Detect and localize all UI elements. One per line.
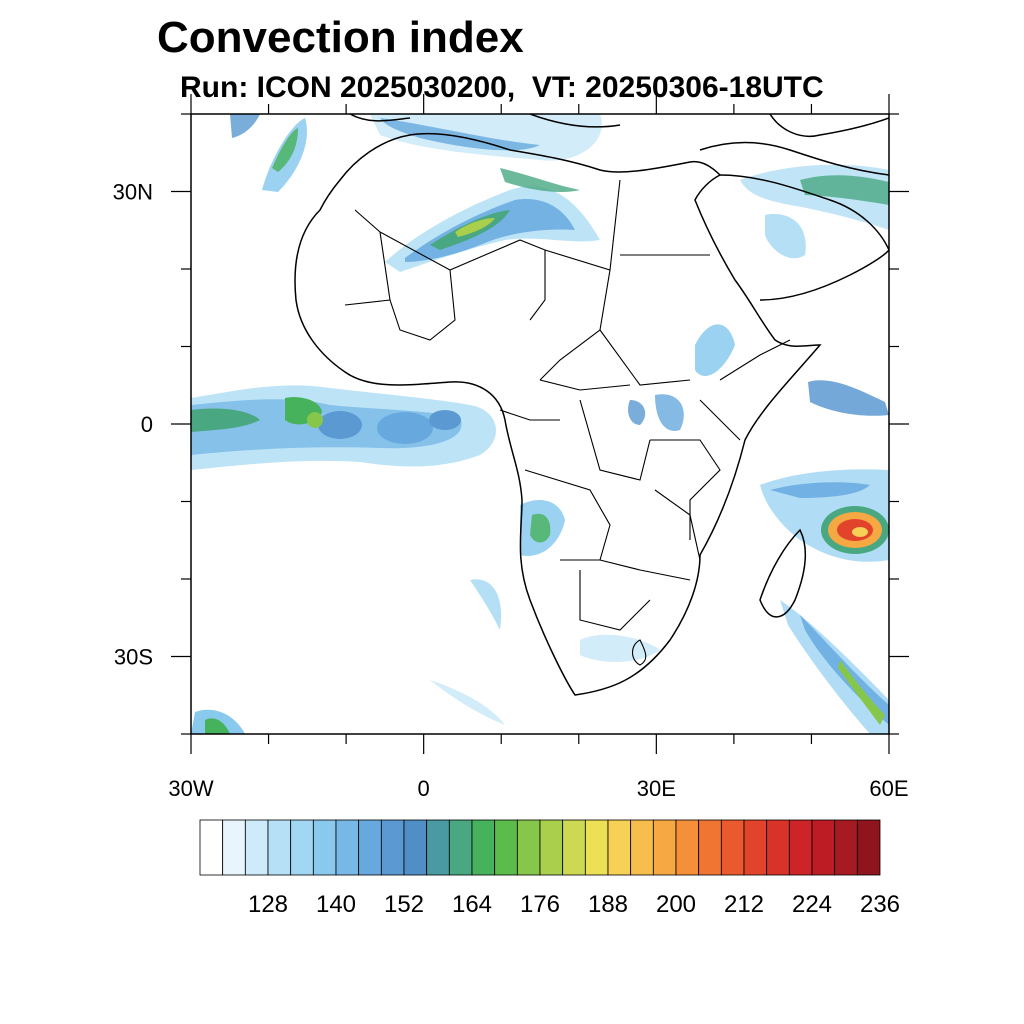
lat-tick-label: 30N — [113, 180, 153, 205]
lat-tick-label: 30S — [114, 645, 153, 670]
colorbar-swatch — [743, 819, 768, 876]
colorbar-swatch — [720, 819, 745, 876]
lon-tick-label: 30E — [637, 776, 676, 801]
colorbar-swatch — [403, 819, 428, 876]
colorbar-label: 152 — [384, 891, 424, 918]
convection-shading — [191, 114, 889, 734]
colorbar: 128 140 152 164 176 188 200 212 224 236 — [199, 819, 900, 918]
page-title: Convection index — [157, 13, 524, 62]
colorbar-swatch — [516, 819, 541, 876]
colorbar-swatch — [267, 819, 292, 876]
colorbar-label: 200 — [656, 891, 696, 918]
colorbar-swatch — [290, 819, 314, 876]
coastlines — [294, 114, 889, 696]
colorbar-swatch — [766, 819, 790, 876]
colorbar-swatch — [380, 819, 405, 876]
colorbar-swatch — [358, 819, 382, 876]
colorbar-label: 212 — [724, 891, 764, 918]
colorbar-swatch — [199, 819, 224, 876]
colorbar-swatch — [335, 819, 360, 876]
colorbar-swatch — [811, 819, 836, 876]
map-area — [191, 114, 889, 734]
colorbar-label: 188 — [588, 891, 628, 918]
colorbar-label: 224 — [792, 891, 832, 918]
colorbar-swatch — [222, 819, 246, 876]
colorbar-swatch — [426, 819, 450, 876]
axis-ticks — [171, 94, 909, 754]
colorbar-swatch — [584, 819, 609, 876]
colorbar-swatch — [448, 819, 473, 876]
colorbar-swatch — [607, 819, 632, 876]
colorbar-swatch — [494, 819, 518, 876]
colorbar-label: 236 — [860, 891, 900, 918]
colorbar-swatch — [630, 819, 654, 876]
colorbar-swatch — [244, 819, 269, 876]
colorbar-swatch — [471, 819, 496, 876]
axis-tick-labels: 30W 0 30E 60E 30N 0 30S — [113, 180, 909, 802]
colorbar-swatch — [539, 819, 564, 876]
colorbar-swatch — [788, 819, 813, 876]
colorbar-swatch — [675, 819, 700, 876]
colorbar-label: 128 — [248, 891, 288, 918]
colorbar-swatch — [698, 819, 722, 876]
country-borders — [344, 179, 791, 666]
lat-tick-label: 0 — [141, 412, 153, 437]
colorbar-swatch — [652, 819, 677, 876]
colorbar-label: 164 — [452, 891, 492, 918]
colorbar-swatch — [856, 819, 881, 876]
colorbar-swatch — [562, 819, 586, 876]
lon-tick-label: 30W — [168, 776, 213, 801]
colorbar-swatch — [834, 819, 858, 876]
colorbar-label: 140 — [316, 891, 356, 918]
lon-tick-label: 0 — [418, 776, 430, 801]
run-subtitle: Run: ICON 2025030200, VT: 20250306-18UTC — [180, 71, 824, 104]
colorbar-label: 176 — [520, 891, 560, 918]
lon-tick-label: 60E — [869, 776, 908, 801]
colorbar-swatch — [312, 819, 337, 876]
